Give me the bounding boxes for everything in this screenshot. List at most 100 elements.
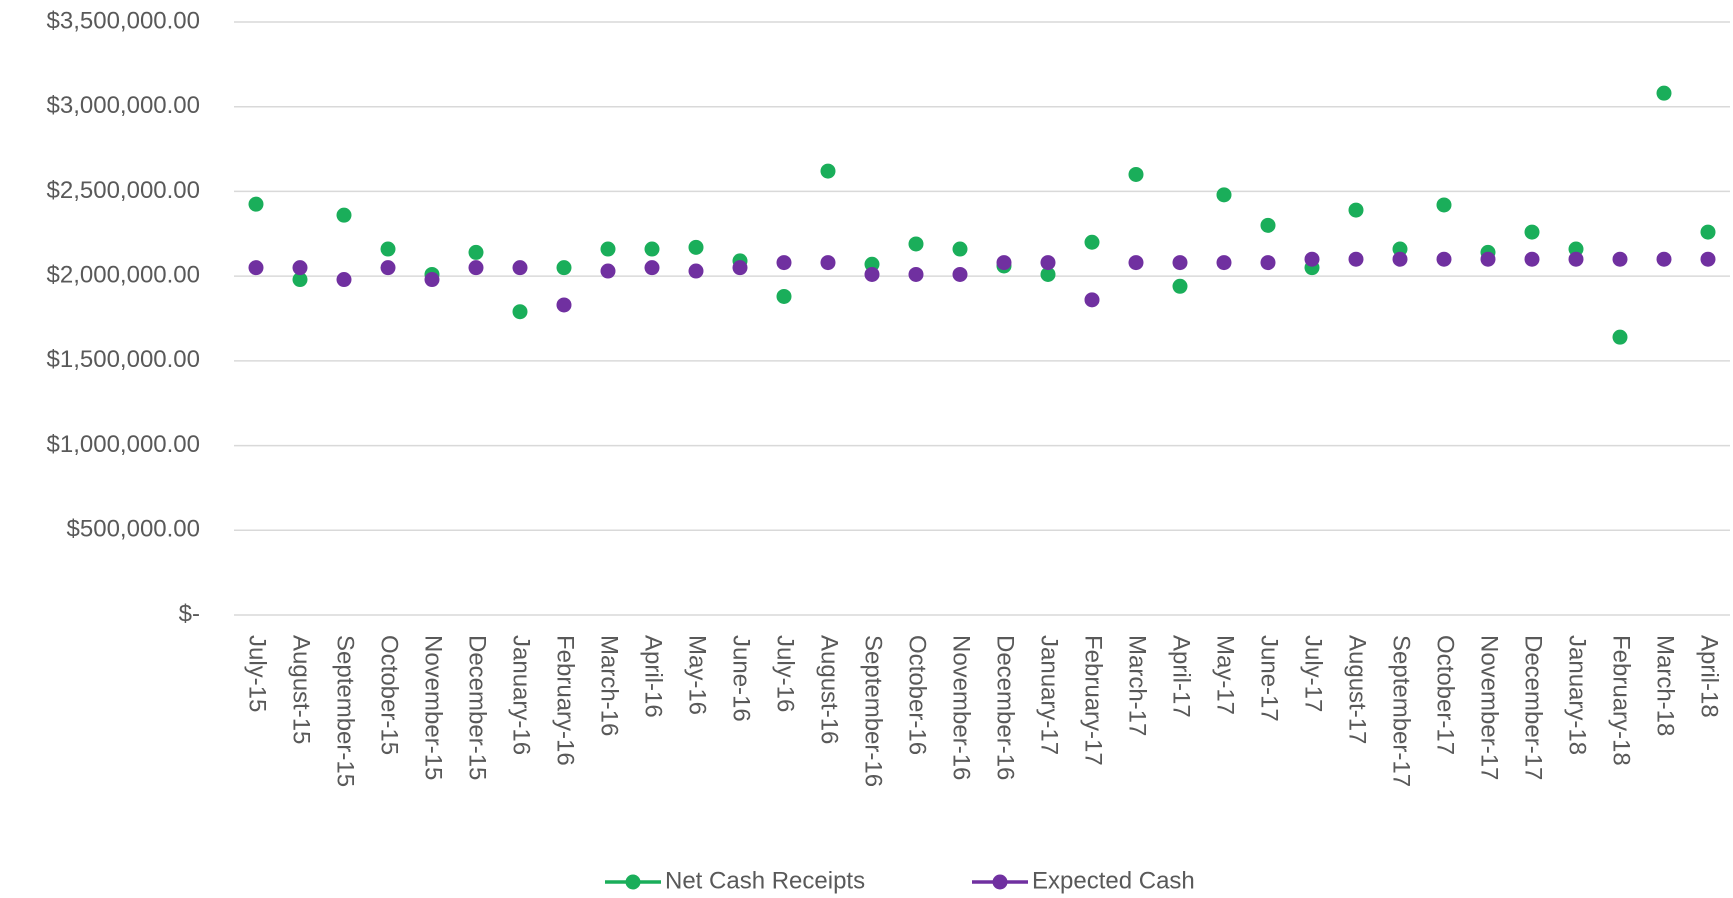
- marker: [1304, 251, 1320, 267]
- marker: [1040, 255, 1056, 271]
- x-tick-label: May-17: [1212, 635, 1239, 715]
- y-tick-label: $2,000,000.00: [47, 261, 200, 288]
- marker: [512, 304, 528, 320]
- marker: [1172, 278, 1188, 294]
- marker: [952, 266, 968, 282]
- x-tick-label: August-17: [1344, 635, 1371, 744]
- marker: [380, 241, 396, 257]
- x-tick-label: December-16: [992, 635, 1019, 780]
- marker: [688, 263, 704, 279]
- marker: [600, 263, 616, 279]
- x-tick-label: July-17: [1300, 635, 1327, 712]
- x-tick-label: February-16: [552, 635, 579, 766]
- x-tick-label: April-18: [1696, 635, 1723, 718]
- x-tick-label: July-16: [772, 635, 799, 712]
- x-tick-label: November-16: [948, 635, 975, 780]
- x-tick-label: December-15: [464, 635, 491, 780]
- marker: [820, 163, 836, 179]
- marker: [1216, 255, 1232, 271]
- x-tick-label: November-17: [1476, 635, 1503, 780]
- marker: [1128, 255, 1144, 271]
- x-tick-label: September-17: [1388, 635, 1415, 787]
- x-tick-label: January-18: [1564, 635, 1591, 755]
- marker: [1216, 187, 1232, 203]
- y-tick-label: $2,500,000.00: [47, 177, 200, 204]
- y-tick-label: $3,500,000.00: [47, 7, 200, 34]
- x-tick-label: February-18: [1608, 635, 1635, 766]
- marker: [1084, 234, 1100, 250]
- x-tick-label: December-17: [1520, 635, 1547, 780]
- x-tick-label: March-16: [596, 635, 623, 736]
- x-tick-label: July-15: [244, 635, 271, 712]
- legend-marker: [625, 874, 641, 890]
- marker: [336, 272, 352, 288]
- marker: [292, 260, 308, 276]
- marker: [776, 288, 792, 304]
- marker: [556, 297, 572, 313]
- x-tick-label: June-16: [728, 635, 755, 722]
- y-tick-label: $1,500,000.00: [47, 346, 200, 373]
- marker: [424, 272, 440, 288]
- marker: [1700, 224, 1716, 240]
- marker: [864, 266, 880, 282]
- marker: [1656, 251, 1672, 267]
- x-tick-label: March-18: [1652, 635, 1679, 736]
- marker: [248, 196, 264, 212]
- marker: [908, 266, 924, 282]
- marker: [952, 241, 968, 257]
- x-tick-label: August-16: [816, 635, 843, 744]
- x-tick-label: April-16: [640, 635, 667, 718]
- x-tick-label: October-17: [1432, 635, 1459, 755]
- marker: [380, 260, 396, 276]
- y-tick-label: $500,000.00: [67, 516, 200, 543]
- marker: [292, 272, 308, 288]
- x-tick-label: March-17: [1124, 635, 1151, 736]
- marker: [512, 260, 528, 276]
- marker: [1436, 251, 1452, 267]
- marker: [1656, 85, 1672, 101]
- marker: [908, 236, 924, 252]
- x-tick-label: August-15: [288, 635, 315, 744]
- x-tick-label: January-17: [1036, 635, 1063, 755]
- legend-label: Net Cash Receipts: [665, 867, 865, 894]
- y-tick-label: $-: [179, 600, 200, 627]
- marker: [776, 255, 792, 271]
- marker: [996, 255, 1012, 271]
- marker: [248, 260, 264, 276]
- marker: [1348, 251, 1364, 267]
- marker: [1260, 255, 1276, 271]
- marker: [1172, 255, 1188, 271]
- marker: [688, 239, 704, 255]
- x-tick-label: November-15: [420, 635, 447, 780]
- x-tick-label: January-16: [508, 635, 535, 755]
- marker: [1612, 251, 1628, 267]
- marker: [1524, 224, 1540, 240]
- y-tick-label: $1,000,000.00: [47, 431, 200, 458]
- marker: [820, 255, 836, 271]
- marker: [1700, 251, 1716, 267]
- x-tick-label: June-17: [1256, 635, 1283, 722]
- marker: [1568, 251, 1584, 267]
- x-tick-label: October-15: [376, 635, 403, 755]
- marker: [1524, 251, 1540, 267]
- marker: [1260, 217, 1276, 233]
- y-tick-label: $3,000,000.00: [47, 92, 200, 119]
- x-tick-label: May-16: [684, 635, 711, 715]
- marker: [644, 241, 660, 257]
- marker: [1084, 292, 1100, 308]
- marker: [732, 260, 748, 276]
- marker: [1348, 202, 1364, 218]
- marker: [1040, 266, 1056, 282]
- marker: [1612, 329, 1628, 345]
- marker: [556, 260, 572, 276]
- marker: [644, 260, 660, 276]
- marker: [600, 241, 616, 257]
- x-tick-label: February-17: [1080, 635, 1107, 766]
- legend-label: Expected Cash: [1032, 867, 1195, 894]
- x-tick-label: September-16: [860, 635, 887, 787]
- marker: [1480, 251, 1496, 267]
- x-tick-label: October-16: [904, 635, 931, 755]
- marker: [468, 260, 484, 276]
- x-tick-label: September-15: [332, 635, 359, 787]
